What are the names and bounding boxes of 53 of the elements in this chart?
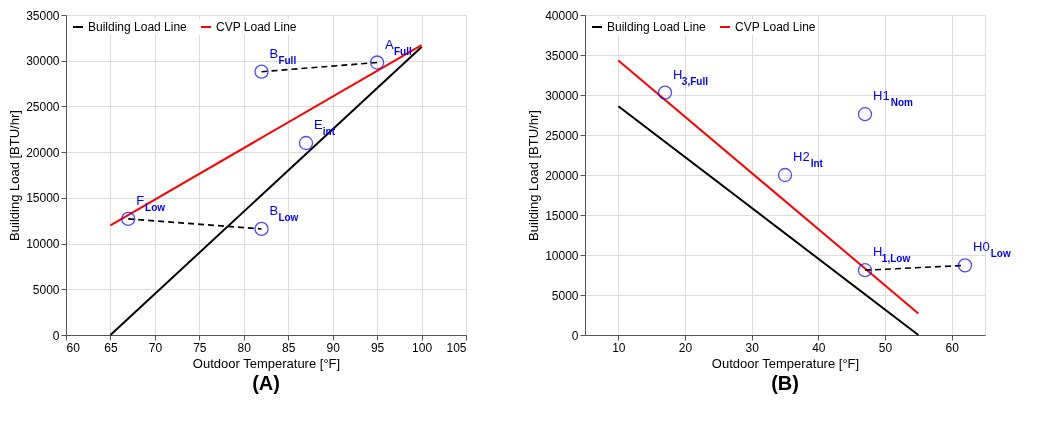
y-tick-label: 35000 [545,48,579,63]
text: (B) [771,372,799,394]
x-tick-label: 105 [446,340,467,355]
y-tick-label: 20000 [545,168,579,183]
point [957,258,973,273]
x-tick-label: 65 [104,340,118,355]
y-tick-label: 30000 [26,54,60,69]
x-tick-label: 60 [945,340,960,355]
y-axis-title: Building Load [BTU/hr] [7,110,23,241]
x-axis-title: Outdoor Temperature [°F] [711,355,860,371]
x-tick-label: 85 [282,340,296,355]
point [254,64,269,79]
x-tick-label: 90 [326,340,341,355]
y-tick-label: 35000 [26,8,60,23]
x-tick-label: 80 [237,340,252,355]
x-tick-label: 40 [812,340,826,355]
legend-label: CVP Load Line [216,20,297,34]
point [254,221,269,237]
point [298,135,314,151]
y-tick-label: 10000 [26,237,60,252]
x-tick-label: 20 [678,340,693,355]
point [121,211,136,227]
legend-label: Building Load Line [88,20,188,34]
y-tick-label: 5000 [551,288,579,303]
y-tick-label: 15000 [545,208,579,223]
y-tick-label: 5000 [32,282,60,297]
x-tick-label: 50 [878,340,893,355]
y-axis-title: Building Load [BTU/hr] [526,110,542,241]
x-tick-label: 10 [612,340,626,355]
legend-label: Building Load Line [607,20,707,34]
y-tick-label: 15000 [26,191,60,206]
point [369,55,385,70]
y-tick-label: 40000 [545,8,579,23]
x-tick-label: 70 [148,340,163,355]
point [777,167,793,183]
x-tick-label: 95 [370,340,385,355]
y-tick-label: 25000 [26,99,60,114]
y-tick-label: 20000 [26,145,60,160]
y-tick-label: 10000 [545,248,579,263]
y-tick-label: 0 [571,328,579,343]
y-tick-label: 30000 [545,88,579,103]
x-tick-label: 100 [412,340,433,355]
x-tick-label: 75 [193,340,207,355]
x-tick-label: 30 [745,340,760,355]
point [857,263,873,278]
y-tick-label: 25000 [545,128,579,143]
y-tick-label: 0 [52,328,60,343]
point [857,107,873,122]
x-axis-title: Outdoor Temperature [°F] [192,355,341,371]
point [657,85,673,100]
legend-label: CVP Load Line [735,20,816,34]
x-tick-label: 60 [66,340,81,355]
text: (A) [252,372,280,394]
